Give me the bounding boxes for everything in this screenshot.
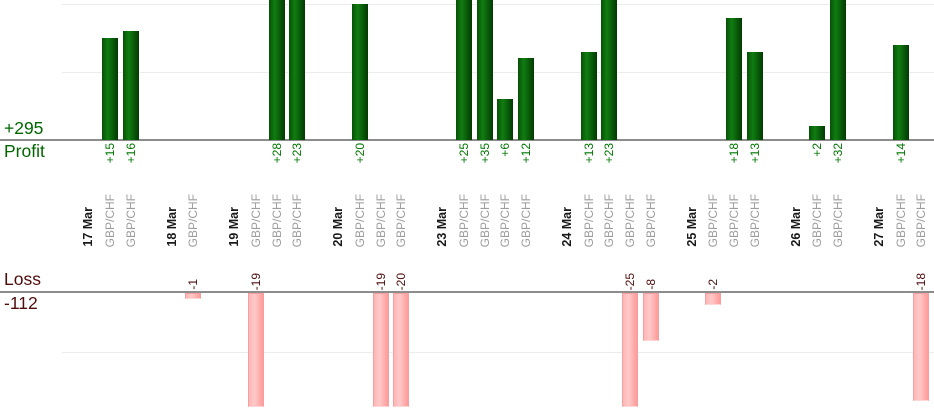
profit-bar (497, 99, 514, 140)
profit-value-label: +13 (581, 143, 596, 164)
instrument-label: GBP/CHF (602, 193, 617, 247)
instrument-label: GBP/CHF (269, 193, 284, 247)
loss-value-label: -1 (186, 279, 201, 290)
profit-value-label: +28 (269, 143, 284, 164)
profit-value-label: +23 (290, 143, 305, 164)
profit-bar (102, 38, 119, 140)
instrument-label: GBP/CHF (623, 193, 638, 247)
profit-value-label: +23 (602, 143, 617, 164)
profit-value-label: +2 (810, 143, 825, 157)
profit-value-label: +20 (352, 143, 367, 164)
profit-value-label: +6 (498, 143, 513, 157)
date-label: 19 Mar (227, 207, 241, 247)
date-label: 18 Mar (164, 207, 179, 247)
instrument-label: GBP/CHF (644, 193, 658, 247)
loss-bar (913, 293, 930, 402)
instrument-label: GBP/CHF (498, 193, 513, 247)
loss-bar (393, 293, 410, 407)
loss-value-label: -20 (394, 272, 409, 290)
profit-value-label: +35 (477, 143, 492, 164)
instrument-label: GBP/CHF (290, 193, 305, 247)
date-label: 23 Mar (435, 207, 449, 247)
profit-value-label: +14 (893, 143, 908, 164)
instrument-label: GBP/CHF (373, 193, 388, 247)
profit-bar (601, 0, 618, 140)
profit-bar (726, 17, 743, 140)
profit-bar (809, 126, 826, 140)
profit-bar (123, 31, 139, 140)
profit-bar (830, 0, 847, 140)
instrument-label: GBP/CHF (186, 193, 201, 247)
profit-value-label: +25 (456, 143, 471, 164)
instrument-label: GBP/CHF (248, 193, 263, 247)
profit-gridline-20 (62, 4, 934, 5)
profit-value-label: +13 (748, 143, 762, 164)
profit-value-label: +18 (727, 143, 742, 164)
instrument-label: GBP/CHF (352, 193, 367, 247)
profit-bar (268, 0, 285, 140)
loss-value-label: -2 (706, 279, 721, 290)
instrument-label: GBP/CHF (810, 193, 825, 247)
loss-value-label: -19 (373, 272, 388, 290)
instrument-label: GBP/CHF (477, 193, 492, 247)
date-label: 17 Mar (81, 207, 96, 247)
profit-bar (580, 51, 597, 140)
loss-bar (622, 293, 639, 407)
profit-bar (892, 44, 909, 140)
profit-bar (289, 0, 306, 140)
profit-value-label: +32 (831, 143, 846, 164)
profit-bar (747, 51, 763, 140)
date-label: 20 Mar (331, 207, 345, 247)
instrument-label: GBP/CHF (706, 193, 721, 247)
profit-gridline-10 (62, 72, 934, 73)
loss-gridline-10 (62, 352, 934, 353)
instrument-label: GBP/CHF (893, 193, 908, 247)
loss-value-label: -25 (623, 272, 638, 290)
profit-value-label: +12 (519, 143, 534, 164)
profit-bar (351, 4, 368, 140)
loss-value-label: -18 (914, 272, 929, 290)
loss-bar (705, 293, 722, 306)
profit-value-label: +15 (103, 143, 118, 164)
loss-total-label: -112 (4, 293, 38, 313)
loss-bar (185, 293, 202, 300)
instrument-label: GBP/CHF (914, 193, 929, 247)
loss-axis-label: Loss (4, 269, 41, 289)
date-label: 24 Mar (559, 207, 574, 247)
instrument-label: GBP/CHF (727, 193, 742, 247)
instrument-label: GBP/CHF (519, 193, 534, 247)
date-label: 25 Mar (684, 207, 699, 247)
loss-value-label: -19 (248, 272, 263, 290)
instrument-label: GBP/CHF (581, 193, 596, 247)
date-label: 27 Mar (871, 207, 886, 247)
instrument-label: GBP/CHF (456, 193, 471, 247)
instrument-label: GBP/CHF (748, 193, 762, 247)
loss-axis-line (0, 291, 934, 293)
profit-bar (455, 0, 472, 140)
date-label: 26 Mar (788, 207, 803, 247)
profit-value-label: +16 (124, 143, 138, 164)
instrument-label: GBP/CHF (103, 193, 118, 247)
instrument-label: GBP/CHF (831, 193, 846, 247)
loss-bar (643, 293, 659, 342)
profit-bar (476, 0, 493, 140)
loss-bar (247, 293, 264, 407)
loss-bar (372, 293, 389, 407)
loss-value-label: -8 (644, 279, 658, 290)
profit-axis-label: Profit (4, 141, 45, 161)
instrument-label: GBP/CHF (394, 193, 409, 247)
profit-total-label: +295 (4, 118, 44, 138)
profit-bar (518, 58, 535, 140)
instrument-label: GBP/CHF (124, 193, 138, 247)
